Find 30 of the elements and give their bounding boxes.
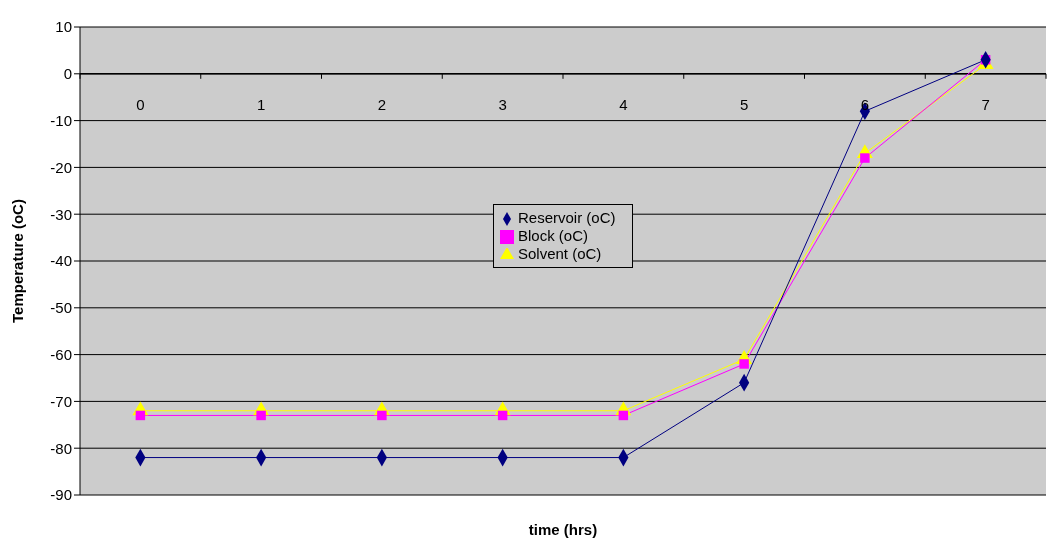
x-tick-label: 1 [256,95,266,113]
x-tick-label: 2 [377,95,387,113]
y-tick-label: -10 [50,111,72,129]
point [377,410,387,421]
y-tick-label: -40 [50,252,72,270]
y-tick-label: -30 [50,205,72,223]
legend-label: Block (oC) [518,227,589,244]
point [135,410,146,421]
y-axis-title: Temperature (oC) [9,199,27,323]
x-tick-label: 4 [619,95,628,113]
y-tick-label: -80 [50,439,72,457]
x-tick-label: 5 [739,95,749,113]
x-tick-label: 7 [981,95,990,113]
legend-label: Solvent (oC) [518,245,602,262]
y-tick-label: 10 [55,18,72,36]
y-tick-label: -50 [50,299,72,317]
x-axis-title: time (hrs) [528,521,598,538]
x-tick-label: 0 [136,95,145,113]
point [860,153,870,163]
point [739,359,749,369]
x-tick-label: 3 [498,95,507,113]
y-tick-label: -60 [50,345,72,363]
y-tick-label: 0 [63,65,72,83]
y-tick-label: -20 [50,158,72,176]
y-tick-label: -90 [50,486,72,504]
y-tick-label: -70 [50,392,72,410]
point [497,410,508,421]
point [618,410,629,421]
point [256,410,266,421]
legend-label: Reservoir (oC) [518,209,616,226]
